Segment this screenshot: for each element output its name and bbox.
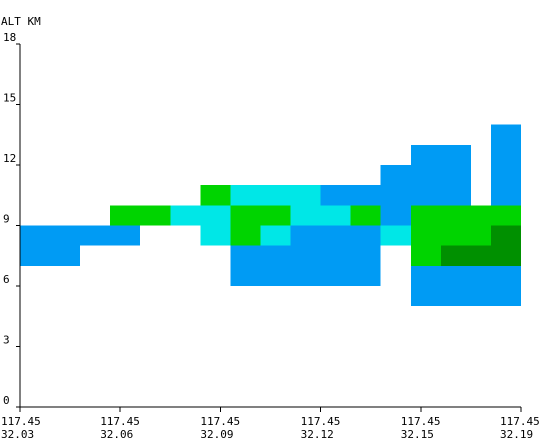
x-tick-label-lat: 32.09 bbox=[200, 428, 233, 440]
heat-cell-blue bbox=[20, 226, 80, 266]
heat-cell-green bbox=[110, 205, 170, 225]
heat-cell-green bbox=[411, 246, 441, 266]
y-axis-title: ALT KM bbox=[1, 15, 41, 28]
x-tick-label-lat: 32.12 bbox=[301, 428, 334, 440]
x-tick-label-lon: 117.45 bbox=[100, 415, 140, 428]
heat-cell-blue bbox=[291, 226, 381, 246]
y-tick-label: 9 bbox=[3, 213, 10, 226]
heat-cell-dark-green bbox=[491, 226, 521, 246]
y-tick-label: 15 bbox=[3, 92, 16, 105]
heat-cell-dark-green bbox=[441, 246, 521, 266]
heat-cell-cyan bbox=[200, 226, 230, 246]
heat-cell-green bbox=[351, 205, 381, 225]
heat-cell-cyan bbox=[381, 226, 411, 246]
x-tick-label-lat: 32.03 bbox=[1, 428, 34, 440]
heat-cell-blue bbox=[411, 145, 471, 206]
y-tick-label: 3 bbox=[3, 334, 10, 347]
x-tick-label-lat: 32.06 bbox=[100, 428, 133, 440]
heat-cell-blue bbox=[80, 226, 140, 246]
heat-cell-cyan bbox=[291, 205, 351, 225]
y-tick-label: 6 bbox=[3, 273, 10, 286]
heat-cell-green bbox=[200, 185, 230, 205]
y-axis-ticks: 0 3 6 9 12 15 18 bbox=[3, 31, 20, 407]
heat-cell-cyan bbox=[170, 205, 230, 225]
y-tick-label: 0 bbox=[3, 394, 10, 407]
y-tick-label: 12 bbox=[3, 152, 16, 165]
x-tick-label-lon: 117.45 bbox=[301, 415, 341, 428]
x-tick-label-lat: 32.15 bbox=[401, 428, 434, 440]
heat-cell-green bbox=[230, 226, 260, 246]
heat-cell-blue bbox=[491, 125, 521, 206]
x-tick-label-lat: 32.19 bbox=[500, 428, 533, 440]
heat-cell-blue bbox=[381, 165, 411, 185]
x-tick-label-lon: 117.45 bbox=[401, 415, 441, 428]
x-tick-label-lon: 117.45 bbox=[200, 415, 240, 428]
heat-cell-cyan bbox=[230, 185, 320, 205]
heat-cell-green bbox=[230, 205, 290, 225]
y-tick-label: 18 bbox=[3, 31, 16, 44]
reflectivity-cells bbox=[20, 125, 521, 307]
x-axis-ticks: 117.4532.03117.4532.06117.4532.09117.453… bbox=[1, 407, 540, 440]
heat-cell-blue bbox=[381, 185, 411, 225]
heat-cell-cyan bbox=[260, 226, 290, 246]
heat-cell-blue bbox=[411, 266, 521, 306]
x-tick-label-lon: 117.45 bbox=[1, 415, 41, 428]
x-tick-label-lon: 117.45 bbox=[500, 415, 540, 428]
heat-cell-blue bbox=[230, 246, 380, 286]
heat-cell-blue bbox=[321, 185, 381, 205]
